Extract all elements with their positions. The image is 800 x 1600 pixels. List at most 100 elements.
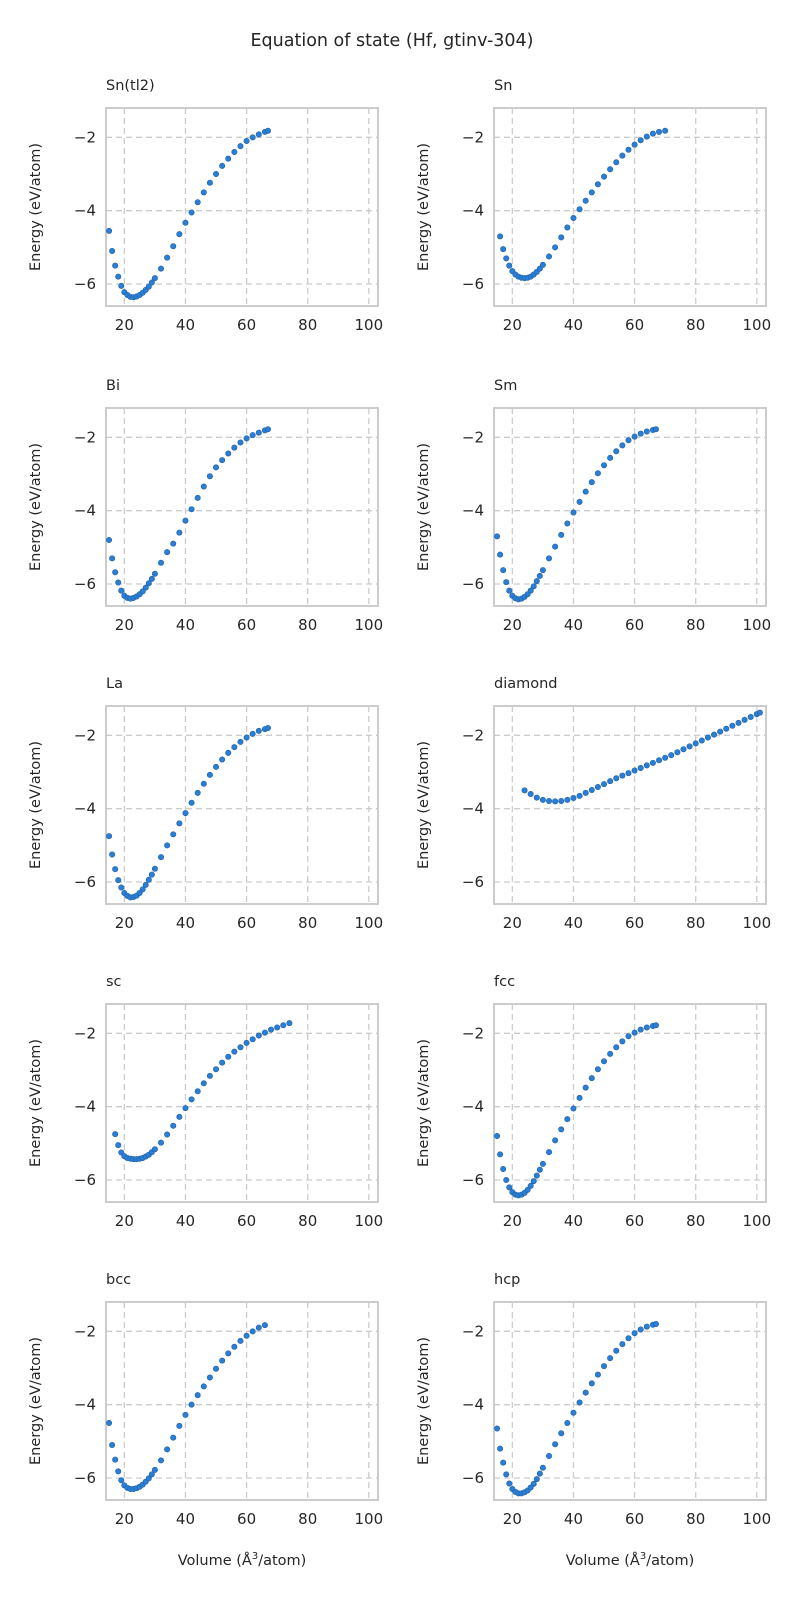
data-point xyxy=(652,1321,659,1328)
y-tick-label: −4 xyxy=(74,800,96,818)
data-point xyxy=(558,234,565,241)
data-point xyxy=(533,794,540,801)
data-point xyxy=(723,725,730,732)
x-axis-label-right: Volume (Å3/atom) xyxy=(566,1551,695,1569)
data-point xyxy=(497,1151,504,1158)
x-tick-label: 80 xyxy=(686,1510,705,1528)
data-point xyxy=(576,792,583,799)
data-point xyxy=(500,246,507,253)
data-point xyxy=(106,227,113,234)
data-point xyxy=(625,146,632,153)
panel-Bi: 20 40 60 80 100 −2 −4 −6 Bi Energy (eV/atom) xyxy=(28,378,383,634)
data-point xyxy=(112,1131,119,1138)
data-point xyxy=(594,181,601,188)
x-tick-label: 60 xyxy=(625,1212,644,1230)
y-tick-label: −2 xyxy=(462,1024,484,1042)
data-point xyxy=(619,1341,626,1348)
y-tick-label: −4 xyxy=(462,502,484,520)
data-point xyxy=(109,555,116,562)
data-point xyxy=(158,1457,165,1464)
data-point xyxy=(500,1459,507,1466)
data-point xyxy=(656,757,663,764)
data-point xyxy=(243,435,250,442)
data-point xyxy=(206,473,213,480)
data-point xyxy=(264,724,271,731)
data-point xyxy=(607,1050,614,1057)
data-point xyxy=(164,1446,171,1453)
data-point xyxy=(530,583,537,590)
x-tick-label: 100 xyxy=(743,1510,772,1528)
data-point xyxy=(564,1116,571,1123)
x-tick-label: 40 xyxy=(564,1510,583,1528)
data-point xyxy=(530,1480,537,1487)
data-point xyxy=(158,1139,165,1146)
y-axis-label: Energy (eV/atom) xyxy=(416,443,432,571)
data-point xyxy=(546,253,553,260)
x-tick-label: 60 xyxy=(625,616,644,634)
data-point xyxy=(503,579,510,586)
data-point xyxy=(255,131,262,138)
x-tick-label: 80 xyxy=(686,616,705,634)
x-axis-label-main: Volume (Å xyxy=(178,1552,252,1569)
x-tick-label: 60 xyxy=(237,1212,256,1230)
y-tick-label: −6 xyxy=(74,575,96,593)
data-point xyxy=(219,756,226,763)
data-point xyxy=(582,1084,589,1091)
data-point xyxy=(570,1105,577,1112)
data-point xyxy=(164,254,171,261)
x-tick-label: 20 xyxy=(503,1212,522,1230)
data-point xyxy=(539,1464,546,1471)
data-point xyxy=(570,509,577,516)
y-tick-label: −4 xyxy=(74,202,96,220)
y-axis-label: Energy (eV/atom) xyxy=(416,1039,432,1167)
data-point xyxy=(494,533,501,540)
data-point xyxy=(158,265,165,272)
data-point xyxy=(170,540,177,547)
x-tick-label: 100 xyxy=(355,316,384,334)
data-point xyxy=(503,1177,510,1184)
data-point xyxy=(112,569,119,576)
data-point xyxy=(206,179,213,186)
data-point xyxy=(118,282,125,289)
x-axis-label-superscript: 3 xyxy=(640,1551,646,1562)
data-point xyxy=(255,727,262,734)
data-point xyxy=(680,746,687,753)
data-point xyxy=(237,738,244,745)
data-point xyxy=(268,1026,275,1033)
data-point xyxy=(148,575,155,582)
data-point xyxy=(151,1466,158,1473)
x-tick-label: 100 xyxy=(743,616,772,634)
y-tick-label: −2 xyxy=(462,1322,484,1340)
data-point xyxy=(237,439,244,446)
data-point xyxy=(225,450,232,457)
data-point xyxy=(637,1326,644,1333)
x-axis-label-left: Volume (Å3/atom) xyxy=(178,1551,307,1569)
data-point xyxy=(601,781,608,788)
y-tick-label: −6 xyxy=(74,275,96,293)
data-point xyxy=(558,1126,565,1133)
x-tick-label: 20 xyxy=(115,914,134,932)
data-point xyxy=(588,1380,595,1387)
panel-hcp: 20 40 60 80 100 −2 −4 −6 hcp Energy (eV/atom) xyxy=(416,1272,771,1528)
data-point xyxy=(613,159,620,166)
data-point xyxy=(497,551,504,558)
x-tick-label: 60 xyxy=(625,316,644,334)
data-point xyxy=(106,1420,113,1427)
data-point xyxy=(625,1033,632,1040)
data-point xyxy=(506,587,513,594)
data-point xyxy=(674,749,681,756)
x-tick-label: 100 xyxy=(743,316,772,334)
data-point xyxy=(631,1330,638,1337)
y-tick-label: −6 xyxy=(74,873,96,891)
y-tick-label: −4 xyxy=(74,502,96,520)
y-tick-label: −6 xyxy=(462,1171,484,1189)
figure-title: Equation of state (Hf, gtinv-304) xyxy=(250,31,533,51)
data-point xyxy=(188,799,195,806)
data-point xyxy=(631,141,638,148)
data-point xyxy=(213,763,220,770)
data-point xyxy=(176,820,183,827)
data-point xyxy=(637,137,644,144)
data-point xyxy=(494,1425,501,1432)
data-point xyxy=(176,1422,183,1429)
x-tick-label: 60 xyxy=(625,914,644,932)
